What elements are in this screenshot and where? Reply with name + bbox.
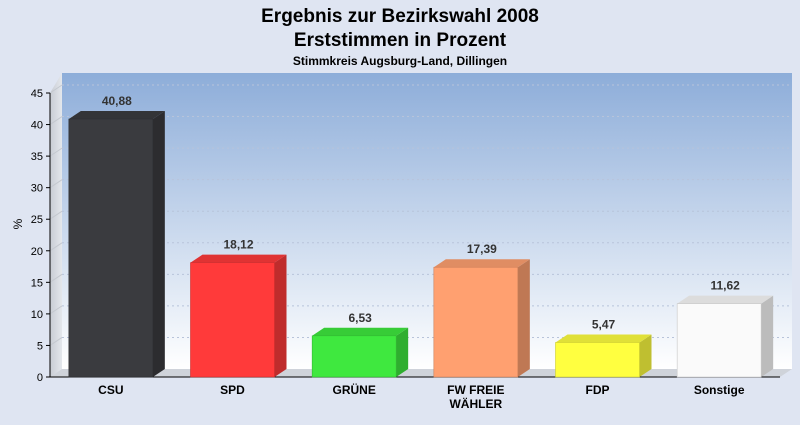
data-label: 18,12	[223, 238, 253, 252]
bar-csu	[68, 111, 165, 378]
bar-top	[190, 254, 287, 263]
x-tick-label: FW FREIE	[447, 383, 504, 397]
bar-side	[274, 254, 287, 377]
grid-line-side	[49, 337, 63, 346]
bar-side	[396, 327, 409, 377]
bar-top	[677, 295, 774, 304]
grid-line-side	[49, 84, 63, 94]
bar-front	[555, 342, 640, 378]
bar-fdp	[555, 334, 652, 378]
bar-fw-freie-w-hler	[433, 259, 530, 378]
grid-line-side	[49, 179, 63, 189]
y-tick-label: 5	[37, 340, 43, 352]
bar-front	[433, 266, 519, 378]
bar-top	[555, 334, 652, 343]
x-tick-label: WÄHLER	[449, 396, 502, 411]
y-axis-label: %	[11, 218, 25, 229]
labels: 0 5 10 15 20 25 30 35 40 45 40,88 CSU 18,12 SPD 6,53 GR…	[31, 88, 745, 411]
grid-line-side	[49, 116, 63, 125]
bar-front	[190, 262, 275, 378]
y-tick-label: 25	[31, 214, 43, 226]
chart-title-line2: Erststimmen in Prozent	[294, 30, 507, 51]
y-tick-label: 30	[31, 183, 43, 195]
bar-front	[676, 303, 762, 378]
x-tick-label: SPD	[220, 383, 245, 397]
y-tick-label: 0	[37, 372, 43, 384]
plot-back-wall	[62, 73, 792, 369]
y-tick-label: 20	[31, 246, 43, 258]
bar-top	[312, 327, 409, 336]
data-label: 40,88	[102, 94, 132, 108]
bar-side	[517, 259, 530, 377]
bar-front	[68, 118, 154, 378]
y-tick-label: 40	[31, 120, 43, 132]
grid-line-side	[49, 147, 63, 157]
bar-side	[761, 295, 774, 377]
data-label: 5,47	[592, 317, 616, 331]
grid-line-side	[49, 305, 63, 315]
bar-gr-ne	[311, 327, 409, 378]
x-tick-label: CSU	[98, 383, 123, 397]
x-tick-label: Sonstige	[694, 383, 745, 397]
grid-line-side	[49, 273, 63, 283]
grid-lines	[49, 84, 792, 346]
bar-side	[639, 334, 652, 377]
data-label: 6,53	[348, 311, 372, 325]
chart-subtitle: Stimmkreis Augsburg-Land, Dillingen	[293, 54, 507, 68]
y-tick-label: 15	[31, 277, 43, 289]
bar-top	[433, 259, 530, 268]
grid-line-side	[49, 210, 63, 220]
bar-top	[68, 111, 165, 120]
bar-front	[311, 335, 397, 378]
y-tick-label: 10	[31, 309, 43, 321]
x-tick-label: GRÜNE	[332, 382, 375, 397]
data-label: 11,62	[710, 279, 740, 293]
y-tick-label: 35	[31, 151, 43, 163]
chart-title: Ergebnis zur Bezirkswahl 2008	[261, 6, 539, 27]
data-label: 17,39	[467, 242, 497, 256]
axes	[46, 92, 780, 378]
bar-sonstige	[676, 295, 774, 378]
plot-side-wall	[50, 73, 62, 377]
bar-side	[152, 111, 165, 378]
bars	[68, 111, 774, 378]
y-tick-label: 45	[31, 88, 43, 100]
bar-spd	[190, 254, 287, 378]
x-tick-label: FDP	[586, 383, 610, 397]
grid-line-side	[49, 242, 63, 252]
